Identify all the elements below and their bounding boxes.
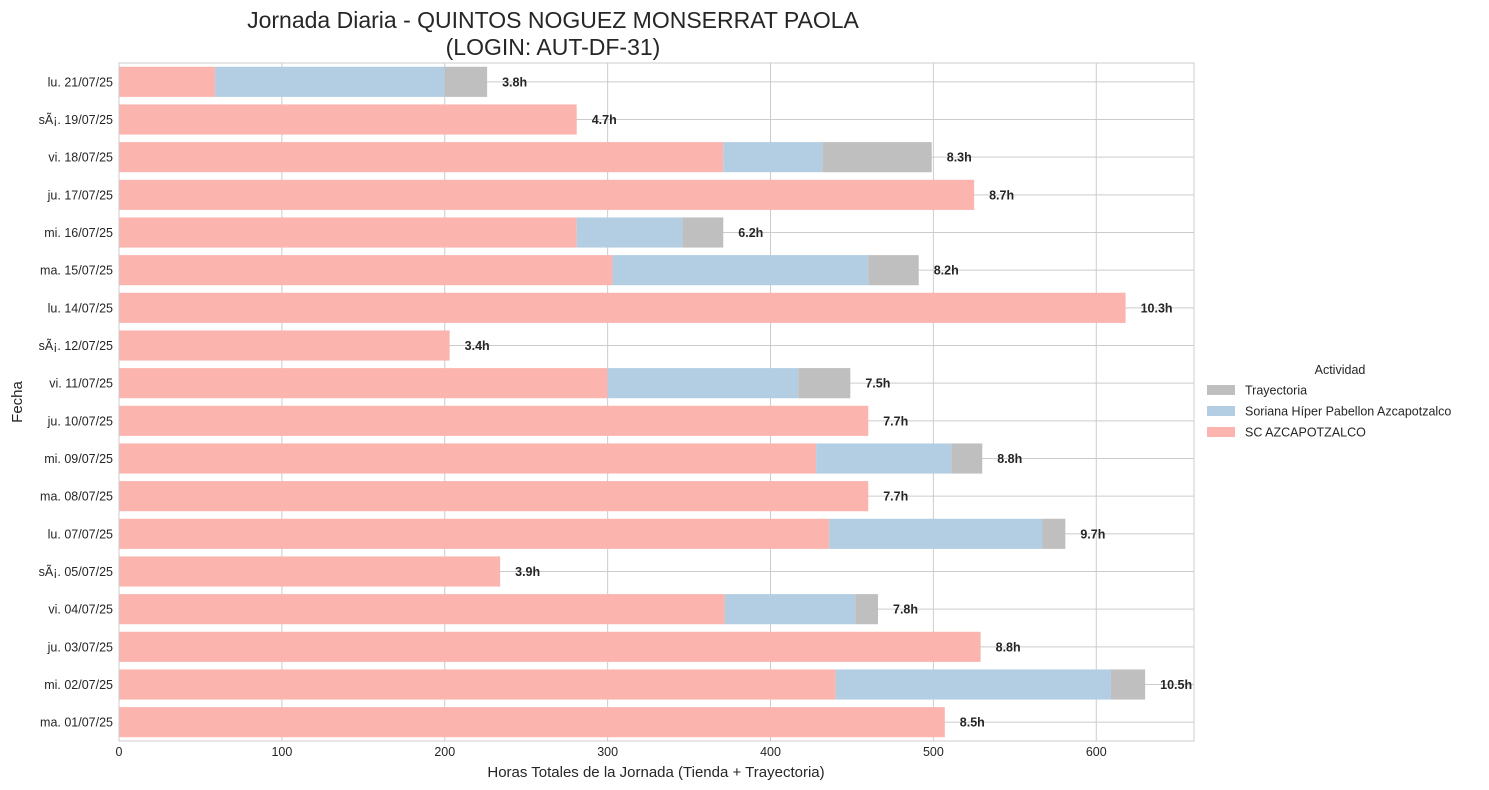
y-tick-labels: lu. 21/07/25 sÃ¡. 19/07/25 vi. 18/07/25 ju.… <box>39 75 113 729</box>
plot-frame <box>118 62 1195 742</box>
bar-segment <box>868 255 919 286</box>
data-label: 9.7h <box>1080 527 1105 541</box>
data-label: 6.2h <box>738 226 763 240</box>
x-tick-label: 500 <box>923 745 944 759</box>
bar-segment <box>119 405 869 436</box>
bar-segment <box>119 66 216 97</box>
bar-segment <box>119 217 577 248</box>
bar-segment <box>682 217 724 248</box>
data-label: 3.9h <box>515 565 540 579</box>
bar-segment <box>444 66 488 97</box>
x-tick-label: 300 <box>597 745 618 759</box>
bar-segment <box>1042 518 1066 549</box>
bar-segment <box>835 669 1111 700</box>
legend-entry: Trayectoria <box>1245 384 1307 398</box>
x-tick-label: 100 <box>271 745 292 759</box>
bar-segment <box>119 443 817 474</box>
bar-segment <box>576 217 683 248</box>
data-label: 8.2h <box>934 264 959 278</box>
y-axis-label: Fecha <box>9 381 26 423</box>
bar-segment <box>119 669 836 700</box>
x-tick-label: 200 <box>434 745 455 759</box>
data-label: 10.5h <box>1160 678 1192 692</box>
legend-title: Actividad <box>1315 363 1366 377</box>
legend-swatch <box>1207 427 1235 437</box>
bar-segment <box>119 104 577 135</box>
y-tick-label: vi. 11/07/25 <box>49 377 113 391</box>
data-labels-group: 3.8h 4.7h 8.3h 8.7h 6.2h 8.2h 10.3h 3.4h 7.5h 7.7… <box>465 75 1192 729</box>
y-tick-label: mi. 09/07/25 <box>44 452 113 466</box>
y-tick-label: ma. 15/07/25 <box>40 264 113 278</box>
bar-segment <box>612 255 869 286</box>
legend-entry: SC AZCAPOTZALCO <box>1245 426 1366 440</box>
y-tick-label: ju. 17/07/25 <box>47 188 113 202</box>
bar-segment <box>119 330 450 361</box>
bars-group <box>119 66 1146 738</box>
bar-segment <box>119 481 869 512</box>
data-label: 7.8h <box>893 603 918 617</box>
bar-segment <box>119 142 724 173</box>
y-tick-label: lu. 14/07/25 <box>48 301 113 315</box>
y-tick-label: mi. 16/07/25 <box>44 226 113 240</box>
data-label: 8.3h <box>947 151 972 165</box>
bar-segment <box>119 255 613 286</box>
data-label: 7.7h <box>883 414 908 428</box>
bar-segment <box>724 594 856 625</box>
legend-swatch <box>1207 385 1235 395</box>
y-tick-label: ma. 01/07/25 <box>40 716 113 730</box>
bar-segment <box>119 594 725 625</box>
x-tick-label: 600 <box>1086 745 1107 759</box>
bar-segment <box>119 556 501 587</box>
data-label: 3.8h <box>502 75 527 89</box>
data-label: 8.8h <box>996 640 1021 654</box>
data-label: 8.8h <box>997 452 1022 466</box>
bar-segment <box>829 518 1043 549</box>
bar-segment <box>1110 669 1146 700</box>
legend-swatch <box>1207 406 1235 416</box>
legend-entry: Soriana Híper Pabellon Azcapotzalco <box>1245 405 1451 419</box>
y-tick-label: vi. 04/07/25 <box>48 603 113 617</box>
bar-segment <box>119 292 1126 323</box>
bar-segment <box>119 518 830 549</box>
y-tick-label: sÃ¡. 05/07/25 <box>39 565 113 579</box>
data-label: 10.3h <box>1141 301 1173 315</box>
bar-segment <box>119 368 608 399</box>
data-label: 4.7h <box>592 113 617 127</box>
y-tick-label: ma. 08/07/25 <box>40 490 113 504</box>
y-tick-label: lu. 07/07/25 <box>48 527 113 541</box>
data-label: 7.7h <box>883 490 908 504</box>
y-tick-label: mi. 02/07/25 <box>44 678 113 692</box>
bar-segment <box>816 443 952 474</box>
data-label: 8.5h <box>960 716 985 730</box>
bar-segment <box>723 142 823 173</box>
data-label: 3.4h <box>465 339 490 353</box>
bar-segment <box>607 368 799 399</box>
bar-segment <box>119 631 981 662</box>
x-tick-label: 0 <box>116 745 123 759</box>
y-tick-label: vi. 18/07/25 <box>48 151 113 165</box>
x-axis-label: Horas Totales de la Jornada (Tienda + Tr… <box>487 764 824 781</box>
y-tick-label: ju. 10/07/25 <box>47 414 113 428</box>
bar-segment <box>215 66 445 97</box>
chart-title: Jornada Diaria - QUINTOS NOGUEZ MONSERRA… <box>247 7 859 33</box>
bar-segment <box>822 142 932 173</box>
legend-items: Trayectoria Soriana Híper Pabellon Azcapo… <box>1207 384 1451 440</box>
chart-subtitle: (LOGIN: AUT-DF-31) <box>446 34 661 60</box>
data-label: 8.7h <box>989 188 1014 202</box>
bar-segment <box>798 368 851 399</box>
y-tick-label: ju. 03/07/25 <box>47 640 113 654</box>
bar-segment <box>119 707 945 738</box>
data-label: 7.5h <box>865 377 890 391</box>
x-tick-labels: 0 100 200 300 400 500 600 <box>116 745 1107 759</box>
y-tick-label: lu. 21/07/25 <box>48 75 113 89</box>
bar-segment <box>119 179 975 210</box>
legend: Actividad Trayectoria Soriana Híper Pabel… <box>1207 363 1451 440</box>
bar-segment <box>951 443 983 474</box>
x-tick-label: 400 <box>760 745 781 759</box>
y-tick-label: sÃ¡. 19/07/25 <box>39 113 113 127</box>
bar-segment <box>855 594 879 625</box>
y-tick-label: sÃ¡. 12/07/25 <box>39 339 113 353</box>
